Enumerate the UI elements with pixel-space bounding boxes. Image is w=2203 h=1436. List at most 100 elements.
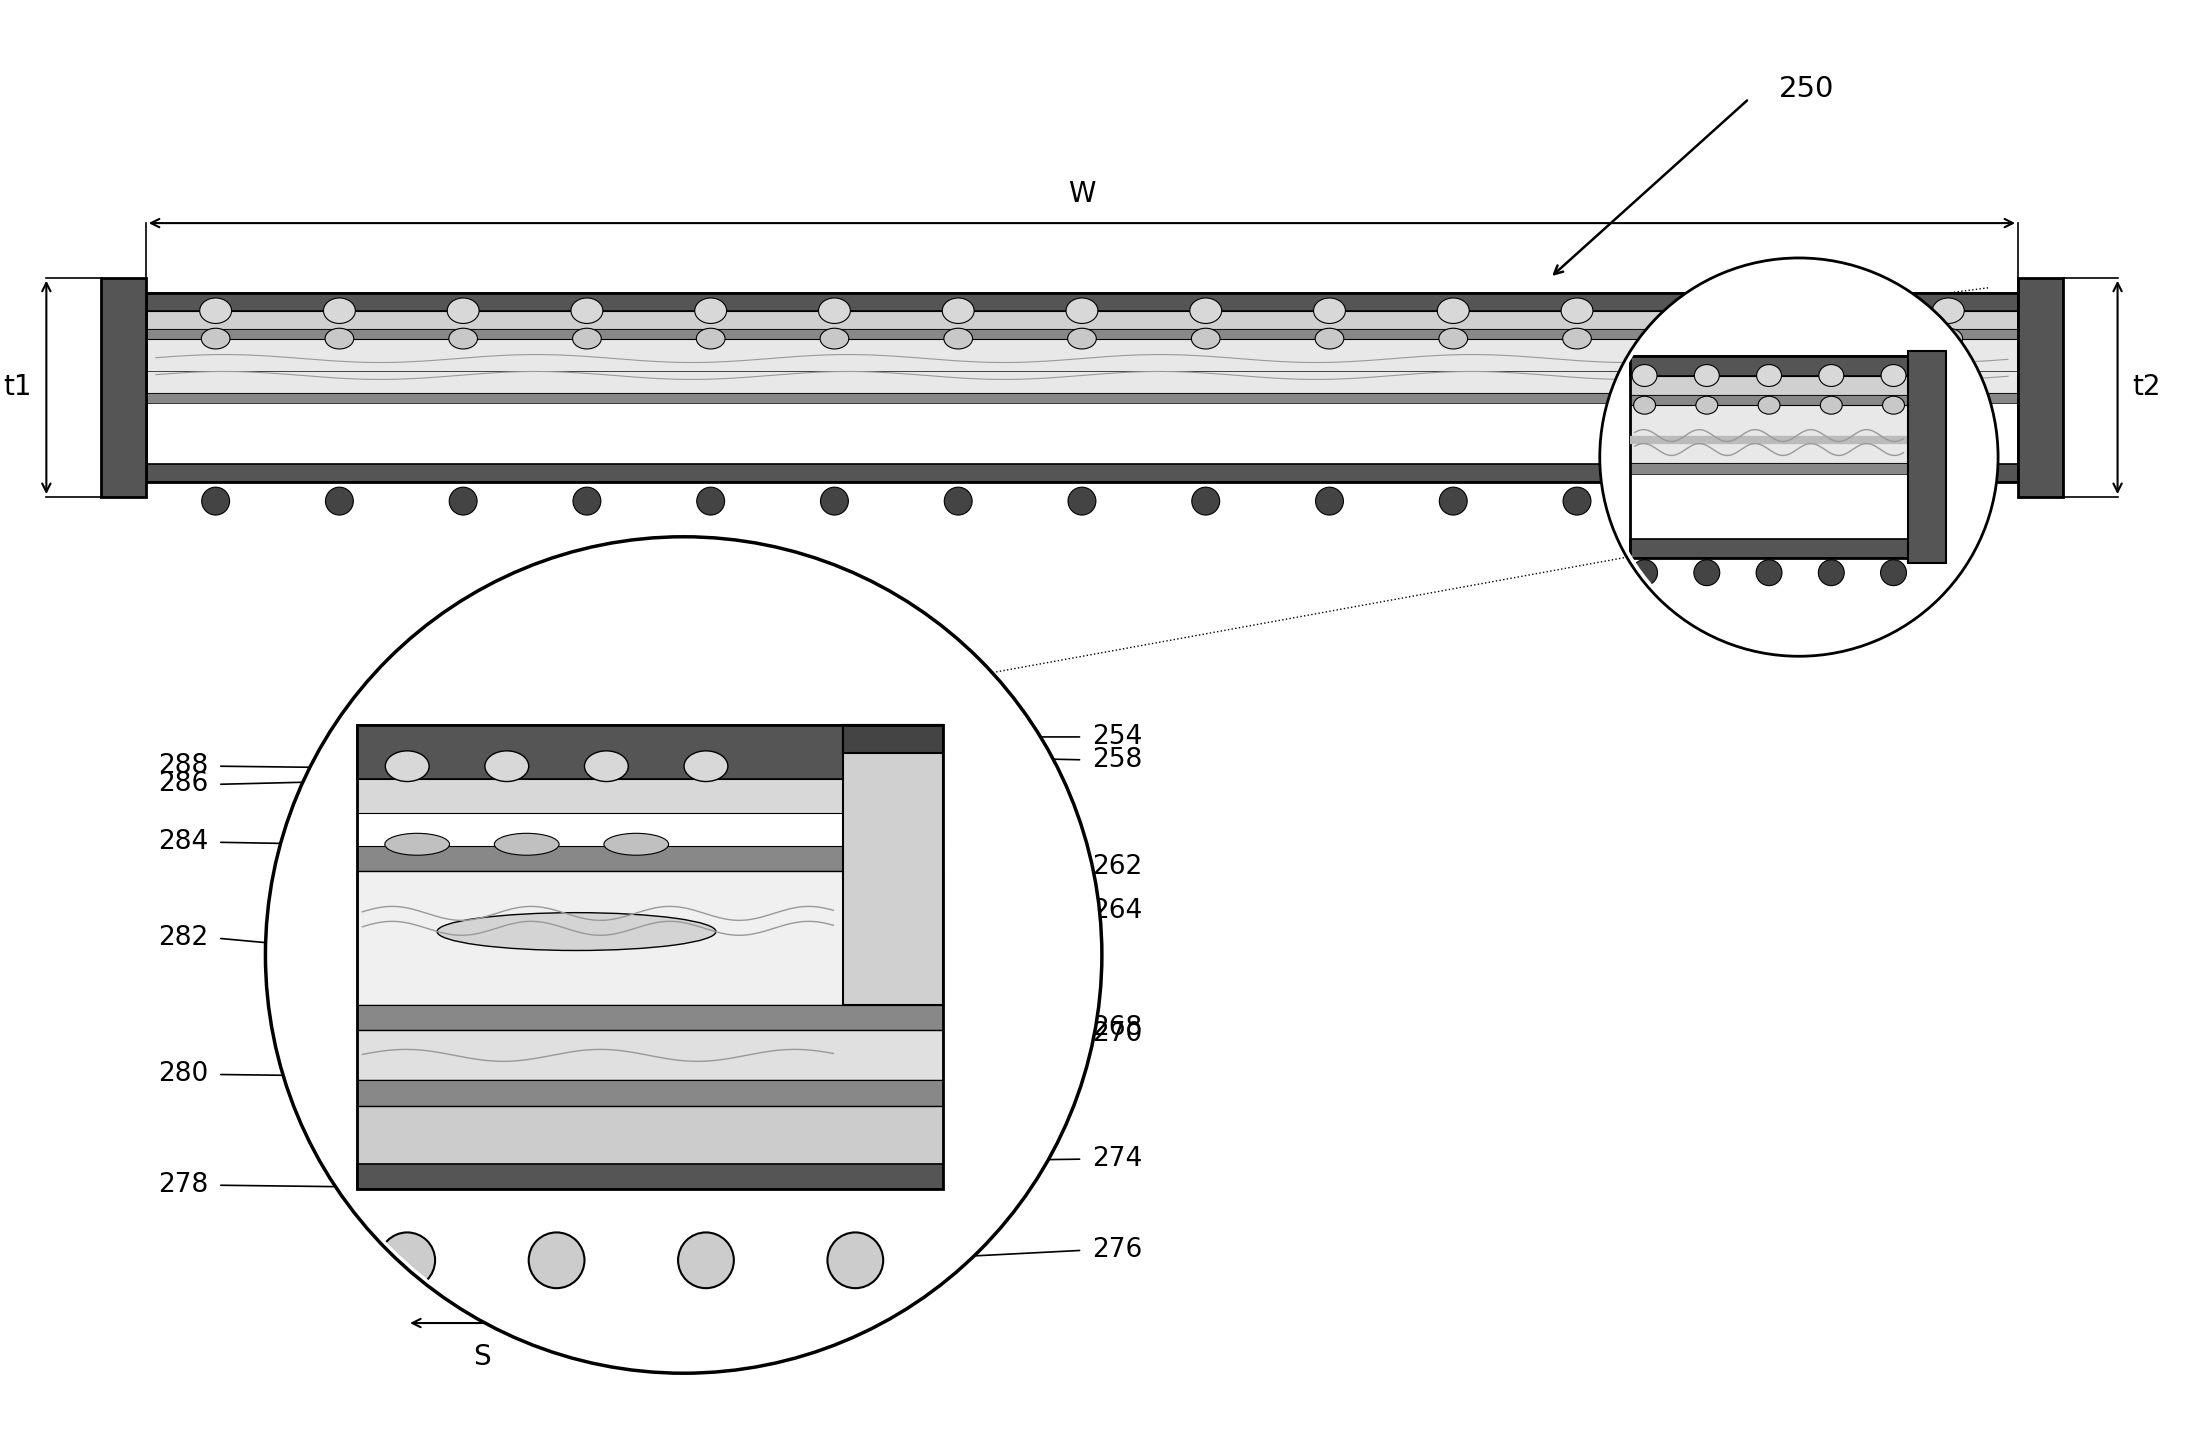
- Ellipse shape: [1811, 329, 1840, 349]
- Ellipse shape: [1068, 329, 1097, 349]
- Ellipse shape: [386, 751, 430, 781]
- Ellipse shape: [1632, 365, 1657, 386]
- Circle shape: [1694, 560, 1721, 586]
- Bar: [844, 725, 943, 1005]
- Text: 288: 288: [159, 754, 207, 780]
- Circle shape: [945, 487, 972, 516]
- Circle shape: [1811, 487, 1840, 516]
- Text: 284: 284: [159, 829, 207, 856]
- Ellipse shape: [1192, 329, 1220, 349]
- Circle shape: [1599, 258, 1998, 656]
- Bar: [357, 725, 943, 780]
- Circle shape: [326, 487, 352, 516]
- Text: 274: 274: [1093, 1146, 1143, 1172]
- Ellipse shape: [571, 299, 604, 323]
- Ellipse shape: [1932, 299, 1965, 323]
- Bar: [145, 293, 2018, 310]
- Ellipse shape: [1066, 299, 1097, 323]
- Ellipse shape: [449, 329, 478, 349]
- Circle shape: [1632, 560, 1657, 586]
- Ellipse shape: [1439, 329, 1467, 349]
- Ellipse shape: [943, 299, 974, 323]
- Text: 282: 282: [159, 925, 207, 951]
- Circle shape: [264, 537, 1102, 1373]
- Circle shape: [1439, 487, 1467, 516]
- Bar: [1908, 352, 1945, 563]
- Text: 250: 250: [1780, 75, 1835, 102]
- Ellipse shape: [200, 329, 229, 349]
- Bar: [145, 464, 2018, 482]
- Ellipse shape: [1758, 396, 1780, 414]
- Circle shape: [1756, 560, 1782, 586]
- Ellipse shape: [1436, 299, 1469, 323]
- Ellipse shape: [326, 329, 355, 349]
- Circle shape: [696, 487, 725, 516]
- Bar: [145, 339, 2018, 393]
- Ellipse shape: [485, 751, 529, 781]
- Ellipse shape: [1635, 396, 1654, 414]
- Ellipse shape: [1562, 299, 1593, 323]
- Text: 268: 268: [1093, 1015, 1143, 1041]
- Bar: [357, 1165, 943, 1189]
- Circle shape: [529, 1232, 584, 1288]
- Bar: [101, 277, 145, 497]
- Text: 264: 264: [1093, 899, 1143, 925]
- Text: 276: 276: [1093, 1238, 1143, 1264]
- Text: S: S: [474, 1343, 491, 1371]
- Bar: [1630, 405, 1908, 464]
- Ellipse shape: [820, 329, 848, 349]
- Circle shape: [1315, 487, 1344, 516]
- Ellipse shape: [1687, 329, 1716, 349]
- Text: 280: 280: [159, 1061, 207, 1087]
- Text: 262: 262: [1093, 854, 1143, 880]
- Text: W: W: [1068, 180, 1095, 208]
- Circle shape: [1687, 487, 1714, 516]
- Ellipse shape: [1315, 329, 1344, 349]
- Circle shape: [679, 1232, 734, 1288]
- Circle shape: [1817, 560, 1844, 586]
- Bar: [844, 725, 943, 752]
- Circle shape: [1068, 487, 1095, 516]
- Text: t1: t1: [2, 373, 31, 402]
- Ellipse shape: [1313, 299, 1346, 323]
- Text: 254: 254: [1093, 724, 1143, 750]
- Ellipse shape: [324, 299, 355, 323]
- Circle shape: [828, 1232, 883, 1288]
- Circle shape: [1192, 487, 1220, 516]
- Ellipse shape: [1884, 396, 1903, 414]
- Bar: [357, 725, 943, 1189]
- Bar: [145, 393, 2018, 404]
- Bar: [357, 1080, 943, 1106]
- Circle shape: [573, 487, 601, 516]
- Ellipse shape: [943, 329, 972, 349]
- Ellipse shape: [696, 329, 725, 349]
- Ellipse shape: [1190, 299, 1223, 323]
- Text: t2: t2: [2133, 373, 2161, 402]
- Ellipse shape: [386, 833, 449, 856]
- Bar: [1630, 356, 1908, 557]
- Ellipse shape: [1809, 299, 1840, 323]
- Bar: [357, 1030, 943, 1080]
- Bar: [1630, 464, 1908, 474]
- Text: 270: 270: [1093, 1021, 1143, 1047]
- Circle shape: [379, 1232, 436, 1288]
- Circle shape: [820, 487, 848, 516]
- Bar: [357, 872, 943, 1005]
- Ellipse shape: [1881, 365, 1906, 386]
- Text: 258: 258: [1093, 747, 1143, 773]
- Circle shape: [1564, 487, 1591, 516]
- Ellipse shape: [1694, 365, 1718, 386]
- Ellipse shape: [1934, 329, 1963, 349]
- Bar: [2018, 277, 2062, 497]
- Bar: [357, 846, 943, 872]
- Bar: [145, 329, 2018, 339]
- Circle shape: [1934, 487, 1963, 516]
- Ellipse shape: [820, 299, 850, 323]
- Bar: [145, 293, 2018, 482]
- Bar: [145, 310, 2018, 329]
- Bar: [1630, 356, 1908, 376]
- Ellipse shape: [694, 299, 727, 323]
- Ellipse shape: [1820, 396, 1842, 414]
- Circle shape: [1881, 560, 1906, 586]
- Ellipse shape: [1562, 329, 1591, 349]
